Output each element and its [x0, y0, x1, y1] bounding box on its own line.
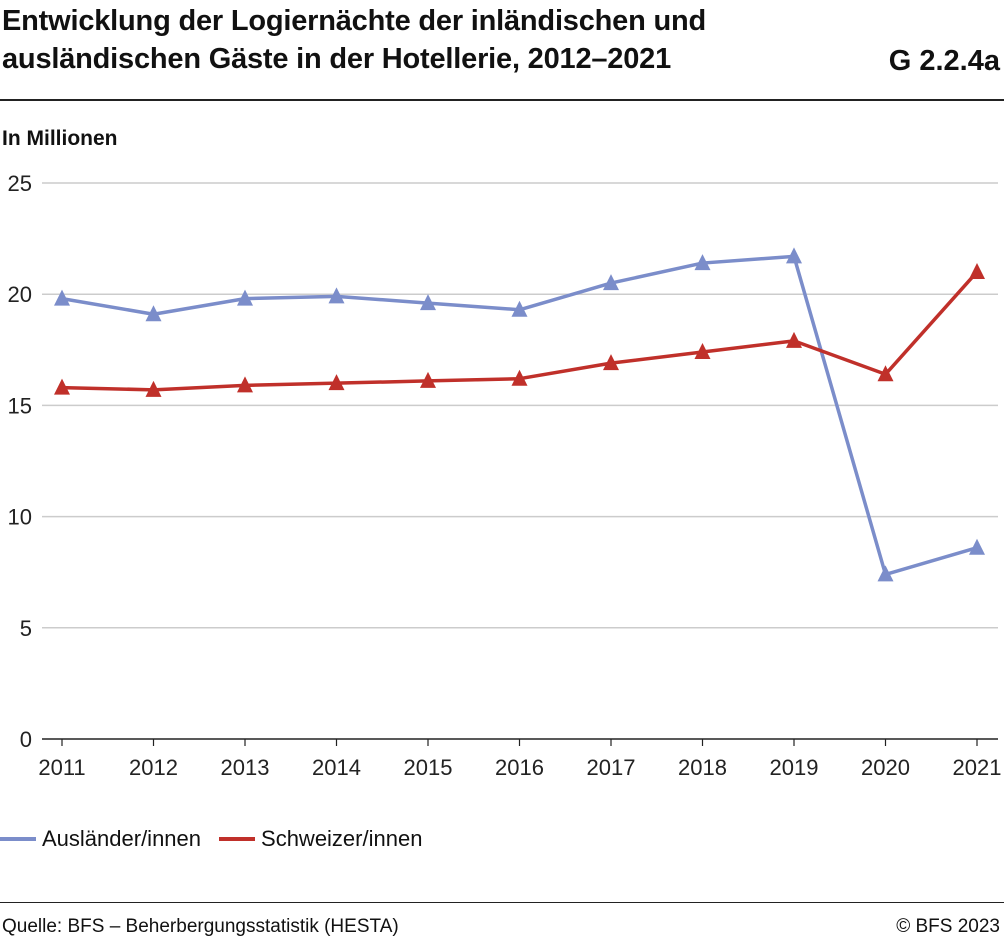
bottom-divider [0, 902, 1004, 903]
data-point-auslaender [328, 287, 345, 304]
x-tick-label: 2018 [678, 755, 727, 780]
data-point-schweizer [237, 376, 253, 393]
data-point-schweizer [603, 354, 619, 371]
x-tick-label: 2014 [312, 755, 361, 780]
y-tick-label: 20 [8, 282, 32, 307]
data-point-auslaender [54, 289, 70, 306]
legend-label-schweizer: Schweizer/innen [261, 826, 423, 851]
data-point-auslaender [511, 300, 528, 317]
x-tick-label: 2011 [38, 755, 85, 780]
data-point-schweizer [420, 371, 436, 388]
y-tick-label: 15 [8, 393, 32, 418]
data-point-auslaender [969, 538, 985, 555]
data-point-schweizer [694, 343, 711, 360]
data-point-auslaender [420, 294, 436, 311]
y-tick-label: 5 [20, 616, 32, 641]
x-tick-label: 2015 [404, 755, 453, 780]
data-point-schweizer [328, 374, 345, 391]
source-note: Quelle: BFS – Beherbergungsstatistik (HE… [2, 916, 399, 937]
data-point-auslaender [694, 254, 711, 271]
top-divider [0, 99, 1004, 101]
chart-title: Entwicklung der Logiernächte der inländi… [2, 5, 707, 75]
data-point-schweizer [969, 262, 985, 279]
x-tick-label: 2021 [953, 755, 1002, 780]
legend-item-schweizer: Schweizer/innen [219, 826, 422, 852]
legend-item-auslaender: Ausländer/innen [0, 826, 201, 852]
x-tick-label: 2019 [770, 755, 819, 780]
data-point-auslaender [786, 247, 802, 264]
data-point-schweizer [877, 365, 894, 382]
data-point-schweizer [786, 331, 802, 348]
x-tick-label: 2016 [495, 755, 544, 780]
y-axis-unit-label: In Millionen [2, 127, 118, 150]
legend-label-auslaender: Ausländer/innen [42, 826, 202, 851]
x-tick-label: 2017 [587, 755, 636, 780]
data-point-auslaender [145, 305, 162, 322]
legend-swatch-schweizer [219, 837, 256, 841]
data-point-schweizer [54, 378, 70, 395]
legend: Ausländer/innen Schweizer/innen [0, 826, 440, 852]
line-chart: 0 5 10 15 20 25 2011 2012 2013 2014 2015 2016 2017 20… [8, 171, 1002, 780]
figure-id: G 2.2.4a [888, 45, 1000, 77]
x-tick-label: 2013 [221, 755, 270, 780]
y-tick-label: 0 [20, 727, 32, 752]
data-point-schweizer [511, 369, 528, 386]
copyright-note: © BFS 2023 [896, 916, 1000, 937]
y-tick-label: 25 [8, 171, 32, 196]
data-point-auslaender [237, 289, 253, 306]
data-point-auslaender [603, 274, 619, 291]
data-point-schweizer [145, 380, 162, 397]
legend-swatch-auslaender [0, 837, 36, 841]
data-point-auslaender [877, 565, 894, 582]
y-tick-label: 10 [8, 505, 32, 530]
x-tick-label: 2012 [129, 755, 178, 780]
x-tick-label: 2020 [861, 755, 910, 780]
